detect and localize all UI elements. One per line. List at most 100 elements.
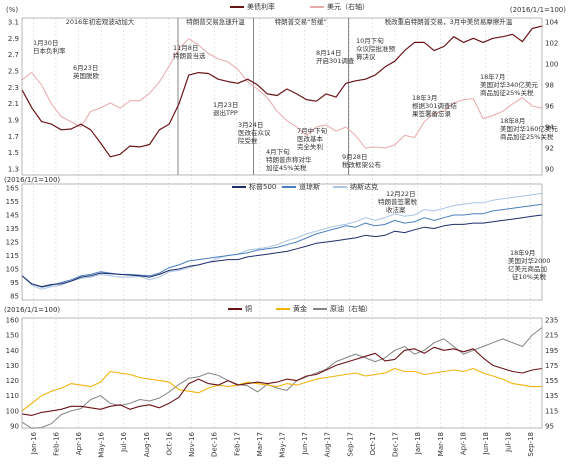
- top-annotation: 院受挫: [238, 136, 258, 145]
- bot-y-tick-right: 115: [545, 407, 558, 415]
- top-annotation: 18年3月: [412, 93, 437, 102]
- mid-legend-label: 纳斯达克: [350, 182, 378, 191]
- top-annotation: 果签署备忘录: [412, 109, 452, 118]
- panel-frame-top: [21, 17, 543, 176]
- top-y-tick-left: 2.1: [8, 100, 19, 108]
- top-annotation: 4月下旬: [266, 147, 290, 156]
- bot-y-tick-left: 160: [6, 317, 19, 325]
- mid-y-tick: 165: [6, 185, 19, 193]
- top-annotation: 众议院批准预: [356, 44, 396, 53]
- x-tick-label: Sep-17: [346, 432, 354, 457]
- top-annotation: 商品加征25%关税: [480, 88, 534, 97]
- x-tick-label: Dec-17: [392, 432, 400, 457]
- bot-legend-label: 黄金: [293, 304, 307, 313]
- top-phase-label: 特朗普交易“哲缓”: [275, 17, 327, 26]
- mid-series-nasdaq: [21, 192, 543, 290]
- top-annotation: 日本负利率: [33, 46, 66, 55]
- mid-annotation: 收法案: [386, 205, 406, 214]
- top-phase-label: 税改重启特朗普交易，3月中美贸易摩擦升温: [385, 17, 513, 26]
- mid-series-dow: [21, 203, 543, 288]
- x-tick-label: Apr-18: [459, 432, 467, 455]
- x-tick-label: Jan-16: [30, 431, 38, 455]
- top-annotation: 6月23日: [73, 64, 98, 72]
- bot-y-tick-left: 130: [6, 362, 19, 370]
- bot-series-copper: [21, 346, 543, 416]
- top-annotation: 1月23日: [213, 101, 238, 109]
- top-series-ust: [21, 25, 543, 158]
- top-annotation: 美国对华160亿美元: [500, 124, 558, 133]
- top-unit-left: (%): [6, 6, 18, 14]
- mid-annotation: 18年9月: [510, 248, 535, 257]
- mid-unit-left: (2016/1/1=100): [4, 176, 60, 184]
- top-y-tick-left: 2.3: [8, 84, 19, 92]
- bot-y-tick-right: 195: [545, 347, 558, 355]
- bot-y-tick-left: 100: [6, 407, 19, 415]
- top-legend-label: 美元（右轴）: [327, 2, 369, 11]
- top-annotation: 9月28日: [342, 153, 367, 161]
- bot-legend-label: 原油（右轴）: [330, 304, 372, 313]
- top-annotation: 加征45%关税: [266, 163, 307, 172]
- top-annotation: 美国对华340亿美元: [480, 80, 538, 89]
- bot-y-tick-left: 150: [6, 332, 19, 340]
- top-y-tick-right: 96: [545, 103, 554, 111]
- top-annotation: 英国脱欧: [73, 71, 100, 80]
- top-y-tick-right: 90: [545, 166, 554, 174]
- mid-annotation: 亿美元商品加: [508, 264, 547, 273]
- x-tick-label: Feb-17: [233, 432, 241, 456]
- top-y-tick-right: 92: [545, 145, 554, 153]
- top-y-tick-right: 100: [545, 61, 558, 69]
- top-phase-label: 2016年初宏观波动加大: [66, 17, 135, 26]
- bot-series-oil: [21, 327, 543, 429]
- bot-legend-label: 铜: [245, 304, 252, 313]
- top-y-tick-left: 2.9: [8, 35, 19, 43]
- bot-y-tick-left: 110: [6, 392, 19, 400]
- x-tick-label: Oct-16: [165, 431, 173, 455]
- mid-y-tick: 105: [6, 266, 19, 274]
- top-y-tick-right: 94: [545, 124, 554, 132]
- top-annotation: 8月14日: [316, 49, 341, 57]
- top-annotation: 算决议: [356, 52, 376, 61]
- top-annotation: 11月8日: [173, 44, 198, 52]
- top-y-tick-left: 1.9: [8, 117, 19, 125]
- mid-y-tick: 115: [6, 252, 19, 260]
- top-annotation: 10月下旬: [356, 36, 384, 45]
- mid-y-tick: 135: [6, 225, 19, 233]
- top-annotation: 退出TPP: [213, 108, 238, 117]
- x-tick-label: Jul-16: [120, 431, 128, 452]
- top-annotation: 18年7月: [480, 72, 505, 81]
- panel-frame-mid: [21, 183, 543, 301]
- x-tick-label: Mar-17: [256, 432, 264, 456]
- top-annotation: 根据301调查结: [412, 101, 457, 110]
- top-annotation: 税改框架公布: [342, 160, 382, 169]
- x-tick-label: Aug-16: [143, 431, 151, 457]
- x-tick-label: May-17: [279, 432, 287, 458]
- x-tick-label: Oct-17: [369, 432, 377, 456]
- mid-y-tick: 125: [6, 239, 19, 247]
- bot-y-tick-right: 95: [545, 423, 554, 431]
- grid-lines: [33, 18, 531, 428]
- x-tick-label: Jan-18: [414, 432, 422, 455]
- x-tick-label: Aug-17: [324, 432, 332, 457]
- bot-y-tick-right: 175: [545, 362, 558, 370]
- mid-y-tick: 155: [6, 198, 19, 206]
- bot-y-tick-right: 135: [545, 392, 558, 400]
- top-y-tick-right: 98: [545, 82, 554, 90]
- mid-y-tick: 85: [10, 293, 19, 301]
- x-tick-label: Apr-16: [75, 431, 83, 455]
- top-y-tick-right: 102: [545, 40, 558, 48]
- top-phase-label: 特朗普交易急速升温: [186, 17, 245, 26]
- bot-y-tick-right: 155: [545, 377, 558, 385]
- panel-frame-bot: [21, 317, 543, 429]
- top-y-tick-right: 104: [545, 19, 559, 27]
- x-tick-label: Mar-18: [437, 432, 445, 456]
- x-tick-label: Nov-16: [188, 431, 196, 456]
- top-annotation: 商品加征25%关税: [500, 132, 554, 141]
- x-tick-label: Jun-18: [482, 432, 490, 455]
- top-y-tick-left: 3.1: [8, 19, 19, 27]
- mid-annotation: 特朗普签署税: [378, 197, 418, 206]
- top-annotation: 医改在众议: [238, 128, 271, 137]
- axes: [21, 17, 543, 429]
- x-tick-label: Feb-16: [52, 431, 60, 455]
- top-annotation: 特朗普当选: [173, 51, 206, 60]
- top-annotation: 医改基本: [297, 134, 324, 143]
